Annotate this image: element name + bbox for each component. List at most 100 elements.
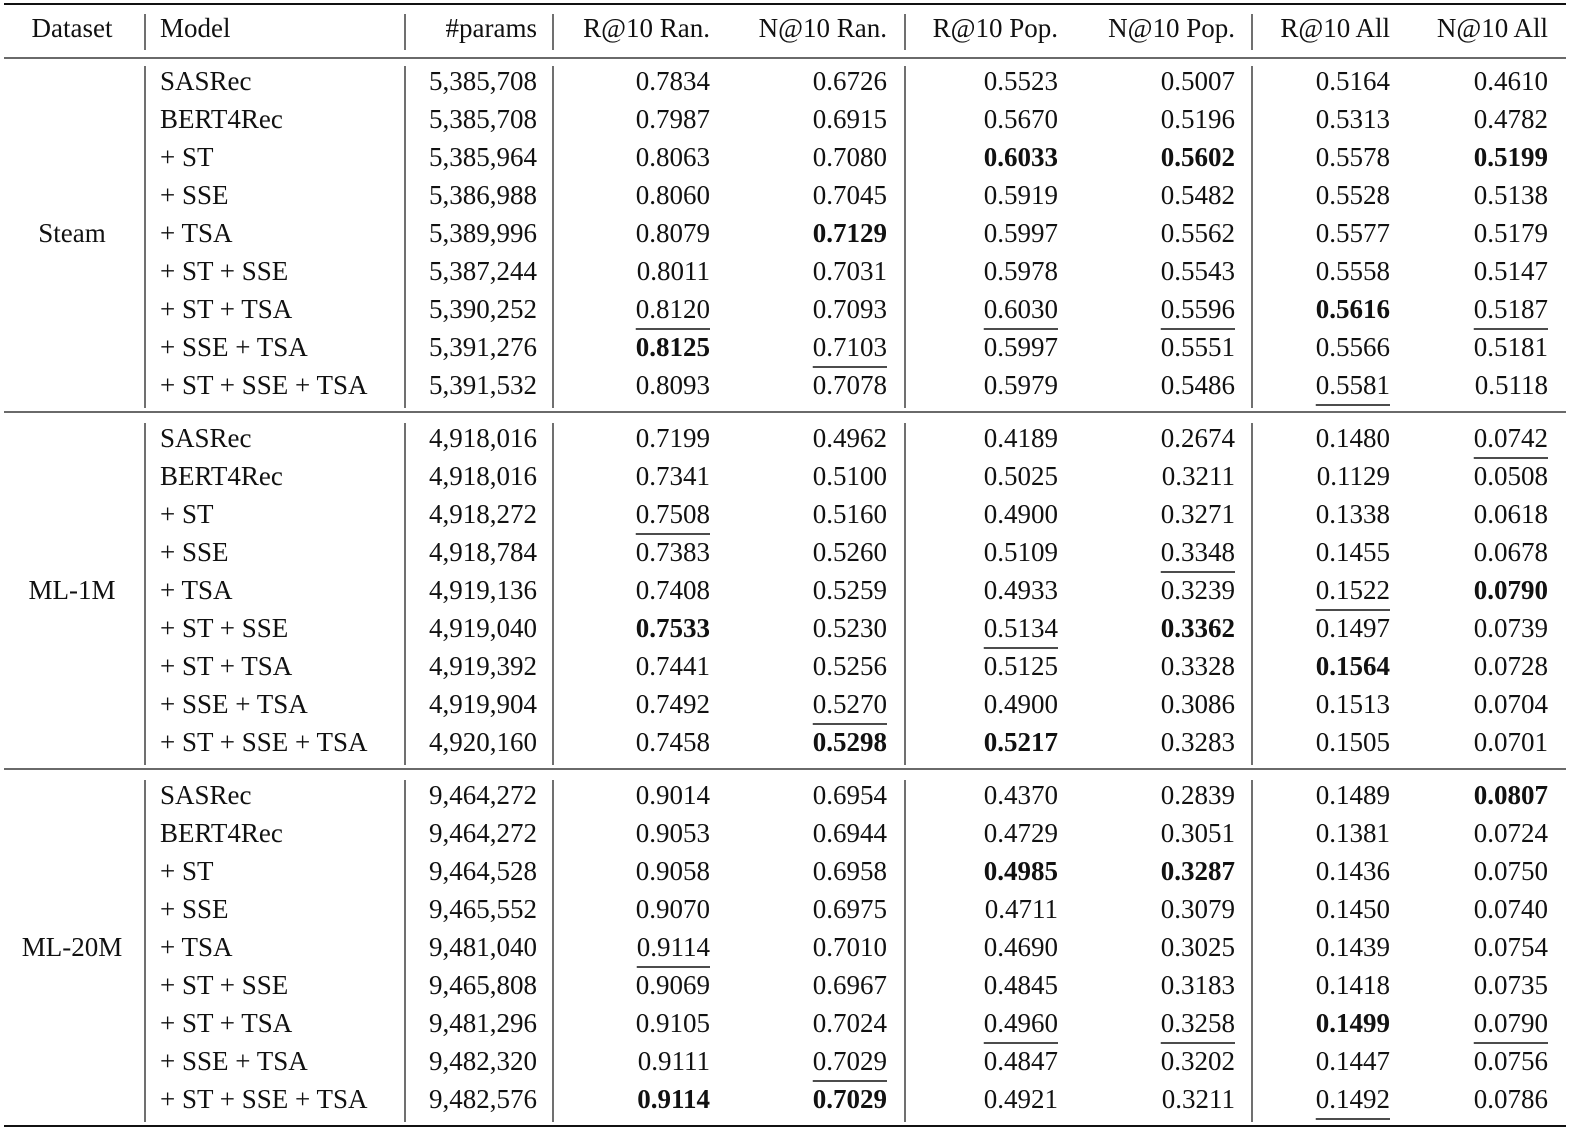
cell-value: 4,920,160 — [429, 727, 537, 757]
cell-value: 0.8120 — [636, 294, 710, 324]
cell-value: 0.9058 — [636, 856, 710, 886]
cell-value: 0.1455 — [1316, 537, 1390, 567]
cell-value: 0.5109 — [984, 537, 1058, 567]
cell-value: 4,918,272 — [429, 499, 537, 529]
cell-value: 0.5007 — [1161, 66, 1235, 96]
cell-value: 0.0739 — [1474, 613, 1548, 643]
column-header: Model — [160, 13, 231, 43]
model-name: SASRec — [160, 423, 252, 453]
model-name: + ST + TSA — [160, 1008, 293, 1038]
cell-value: 5,385,708 — [429, 104, 537, 134]
model-name: + ST + SSE — [160, 613, 288, 643]
cell-value: 0.5187 — [1474, 294, 1548, 324]
cell-value: 0.7045 — [813, 180, 887, 210]
cell-value: 4,919,040 — [429, 613, 537, 643]
cell-value: 0.7834 — [636, 66, 711, 96]
cell-value: 0.5997 — [984, 332, 1058, 362]
cell-value: 0.0735 — [1474, 970, 1548, 1000]
cell-value: 0.5596 — [1161, 294, 1235, 324]
cell-value: 0.6944 — [813, 818, 888, 848]
cell-value: 0.6030 — [984, 294, 1058, 324]
column-header: #params — [446, 13, 537, 43]
cell-value: 0.8079 — [636, 218, 710, 248]
cell-value: 0.5562 — [1161, 218, 1235, 248]
cell-value: 0.0790 — [1474, 575, 1548, 605]
cell-value: 0.5134 — [984, 613, 1059, 643]
cell-value: 0.5100 — [813, 461, 887, 491]
cell-value: 0.5118 — [1475, 370, 1548, 400]
cell-value: 0.6967 — [813, 970, 887, 1000]
cell-value: 0.4847 — [984, 1046, 1058, 1076]
cell-value: 0.0728 — [1474, 651, 1548, 681]
cell-value: 0.5616 — [1316, 294, 1390, 324]
model-name: + ST — [160, 856, 214, 886]
cell-value: 0.7199 — [636, 423, 710, 453]
cell-value: 4,919,904 — [429, 689, 538, 719]
cell-value: 0.1513 — [1316, 689, 1390, 719]
cell-value: 0.7533 — [636, 613, 710, 643]
cell-value: 0.5997 — [984, 218, 1058, 248]
cell-value: 0.7093 — [813, 294, 887, 324]
cell-value: 0.4370 — [984, 780, 1058, 810]
cell-value: 0.3211 — [1162, 1084, 1235, 1114]
cell-value: 0.0750 — [1474, 856, 1548, 886]
cell-value: 0.0724 — [1474, 818, 1549, 848]
cell-value: 0.0754 — [1474, 932, 1549, 962]
cell-value: 9,465,808 — [429, 970, 537, 1000]
cell-value: 0.7441 — [636, 651, 710, 681]
cell-value: 0.5558 — [1316, 256, 1390, 286]
cell-value: 9,482,320 — [429, 1046, 537, 1076]
model-name: + ST + TSA — [160, 651, 293, 681]
model-name: + TSA — [160, 218, 233, 248]
cell-value: 0.1505 — [1316, 727, 1390, 757]
cell-value: 0.5179 — [1474, 218, 1548, 248]
cell-value: 0.5164 — [1316, 66, 1391, 96]
model-name: + ST + SSE + TSA — [160, 370, 368, 400]
cell-value: 0.5199 — [1474, 142, 1548, 172]
cell-value: 0.4921 — [984, 1084, 1058, 1114]
cell-value: 0.5160 — [813, 499, 887, 529]
cell-value: 0.7029 — [813, 1046, 887, 1076]
cell-value: 0.6915 — [813, 104, 887, 134]
cell-value: 5,385,964 — [429, 142, 538, 172]
cell-value: 0.1418 — [1316, 970, 1390, 1000]
cell-value: 0.5230 — [813, 613, 887, 643]
cell-value: 0.0508 — [1474, 461, 1548, 491]
cell-value: 0.1564 — [1316, 651, 1390, 681]
cell-value: 0.6726 — [813, 66, 887, 96]
model-name: + TSA — [160, 932, 233, 962]
model-name: + SSE + TSA — [160, 689, 308, 719]
cell-value: 0.4189 — [984, 423, 1058, 453]
cell-value: 0.1480 — [1316, 423, 1390, 453]
cell-value: 0.8125 — [636, 332, 710, 362]
cell-value: 0.9014 — [636, 780, 711, 810]
model-name: + SSE + TSA — [160, 332, 308, 362]
cell-value: 0.5566 — [1316, 332, 1390, 362]
cell-value: 0.3328 — [1161, 651, 1235, 681]
cell-value: 0.3051 — [1161, 818, 1235, 848]
cell-value: 0.5486 — [1161, 370, 1235, 400]
model-name: BERT4Rec — [160, 461, 283, 491]
cell-value: 0.0790 — [1474, 1008, 1548, 1038]
cell-value: 0.5919 — [984, 180, 1058, 210]
cell-value: 0.5147 — [1474, 256, 1548, 286]
cell-value: 0.5670 — [984, 104, 1058, 134]
cell-value: 5,389,996 — [429, 218, 537, 248]
cell-value: 0.5482 — [1161, 180, 1235, 210]
cell-value: 0.9070 — [636, 894, 710, 924]
cell-value: 0.0742 — [1474, 423, 1548, 453]
column-header: N@10 All — [1437, 13, 1548, 43]
cell-value: 0.1499 — [1316, 1008, 1390, 1038]
model-name: + ST + SSE + TSA — [160, 1084, 368, 1114]
model-name: + SSE — [160, 537, 229, 567]
cell-value: 9,464,272 — [429, 780, 537, 810]
cell-value: 0.1497 — [1316, 613, 1390, 643]
model-name: + ST — [160, 142, 214, 172]
cell-value: 0.4610 — [1474, 66, 1548, 96]
cell-value: 0.5181 — [1474, 332, 1548, 362]
cell-value: 9,465,552 — [429, 894, 537, 924]
column-header: R@10 All — [1280, 13, 1390, 43]
column-header: N@10 Pop. — [1108, 13, 1235, 43]
cell-value: 0.1129 — [1317, 461, 1390, 491]
